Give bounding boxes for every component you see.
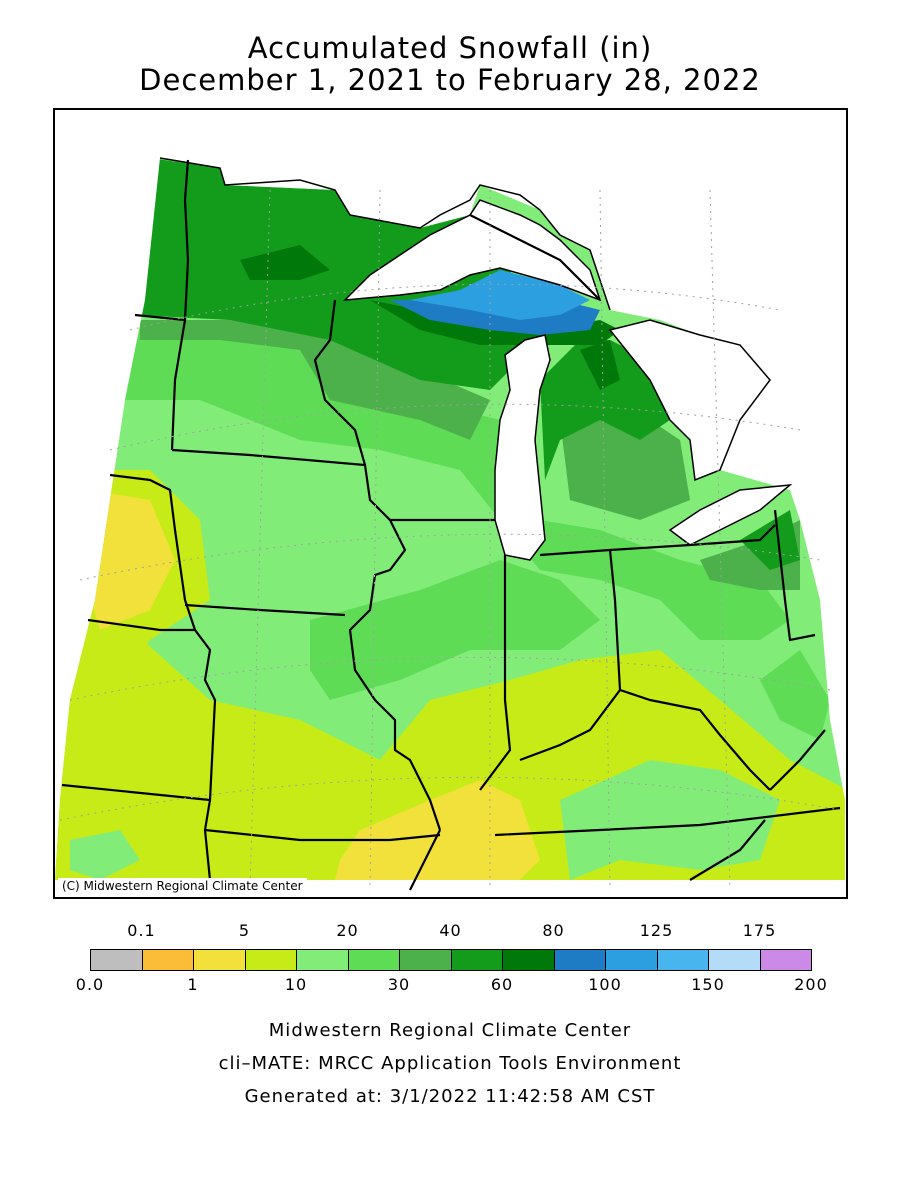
legend-top-label: 5: [238, 921, 251, 940]
legend-swatch: [244, 949, 297, 971]
contour-20-30-north: [125, 320, 790, 640]
chart-title: Accumulated Snowfall (in): [247, 31, 653, 65]
boundary-ks-ok: [61, 783, 211, 802]
legend-top-label: 0.1: [127, 921, 156, 940]
graticule-lon-2: [369, 189, 381, 891]
legend-swatch: [399, 949, 452, 971]
boundary-wv-va: [769, 729, 826, 791]
boundary-in-oh: [519, 549, 622, 762]
footer-generated-time: Generated at: 3/1/2022 11:42:58 AM CST: [244, 1086, 656, 1107]
boundary-ia-mo: [184, 603, 346, 617]
legend-bottom-label: 0.0: [75, 975, 105, 994]
graticule-lat-3: [59, 776, 841, 821]
contour-30-40-michigan: [560, 400, 690, 520]
graticule-lat-1: [79, 533, 821, 581]
legend-swatch: [553, 949, 606, 971]
legend-swatch: [605, 949, 658, 971]
legend-top-label: 125: [639, 921, 674, 940]
great-lakes: [343, 199, 793, 561]
legend-top-label: 80: [542, 921, 565, 940]
boundary-mo-ar: [204, 828, 441, 842]
contour-100-125-up: [410, 270, 590, 320]
contour-60-80-northern-michigan: [580, 340, 620, 390]
contour-1-5-west: [85, 490, 175, 630]
canada-border: [159, 157, 611, 311]
legend-swatch: [90, 949, 143, 971]
boundary-oh-pa: [773, 509, 816, 642]
legend-swatch: [141, 949, 194, 971]
boundary-ar-ok: [203, 829, 212, 881]
boundary-mo-bootheel: [409, 829, 441, 891]
color-legend: 0.1 5 20 40 80 125 175 0.0 1 10 30 60 100 150 200: [0, 915, 900, 1005]
legend-swatch: [193, 949, 246, 971]
graticule-lat-4: [109, 403, 801, 451]
lake-huron: [608, 319, 771, 482]
contour-20-30-ohio: [760, 650, 830, 740]
legend-top-label: 20: [336, 921, 359, 940]
boundary-ky-tn: [494, 806, 841, 837]
boundary-ks-mo: [87, 618, 217, 831]
boundary-nd-sd: [134, 313, 186, 322]
boundary-mn-wi: [313, 299, 367, 466]
legend-swatch: [296, 949, 349, 971]
legend-swatch: [347, 949, 400, 971]
legend-top-label: 175: [742, 921, 777, 940]
legend-bottom-label: 100: [588, 975, 622, 994]
boundary-oh-ky: [619, 688, 771, 791]
lake-superior: [343, 199, 602, 302]
contour-40-60-north: [135, 158, 520, 390]
map-border: [53, 108, 848, 899]
contour-40-60-east: [740, 510, 800, 570]
legend-swatch: [759, 949, 812, 971]
graticule: [59, 189, 841, 891]
contour-60-80-arrowhead: [240, 245, 330, 280]
legend-bottom-label: 10: [284, 975, 308, 994]
boundary-il-west: [348, 519, 442, 831]
legend-bottom-label: 200: [794, 975, 828, 994]
contour-20-30-central: [310, 560, 600, 700]
contour-40-60-michigan: [540, 340, 670, 480]
boundary-tn-nc: [689, 819, 766, 881]
contour-30-40-north: [140, 320, 490, 440]
footer-organization: Midwestern Regional Climate Center: [268, 1020, 632, 1041]
boundary-oh-mi: [689, 524, 776, 547]
contour-10-20-pocket: [70, 830, 140, 880]
boundary-mn-ia-wi: [171, 448, 495, 522]
boundary-mi-up: [469, 214, 601, 301]
lake-michigan: [494, 334, 551, 561]
legend-bottom-label: 1: [187, 975, 199, 994]
legend-swatch: [502, 949, 555, 971]
graticule-lon-5: [709, 189, 731, 891]
contour-60-80-superior-shore: [370, 300, 620, 345]
legend-bottom-label: 30: [387, 975, 411, 994]
legend-top-label: 40: [439, 921, 462, 940]
contour-10-20-kentucky: [560, 760, 780, 880]
legend-bottom-label: 150: [691, 975, 725, 994]
graticule-lon-4: [599, 189, 611, 891]
legend-swatch: [656, 949, 709, 971]
lake-erie: [668, 484, 793, 546]
legend-bottom-label: 60: [490, 975, 514, 994]
graticule-lat-5: [129, 283, 781, 331]
snowfall-map: (C) Midwestern Regional Climate Center: [53, 108, 848, 899]
legend-swatch: [450, 949, 503, 971]
chart-subtitle-date-range: December 1, 2021 to February 28, 2022: [139, 63, 761, 97]
state-boundaries: [61, 159, 841, 891]
boundary-il-in: [479, 555, 512, 791]
boundary-mn-nd: [170, 159, 190, 451]
legend-swatch: [708, 949, 761, 971]
footer-tool-name: cli–MATE: MRCC Application Tools Environ…: [218, 1053, 682, 1074]
map-credit: (C) Midwestern Regional Climate Center: [58, 878, 307, 894]
graticule-lon-1: [249, 189, 271, 891]
